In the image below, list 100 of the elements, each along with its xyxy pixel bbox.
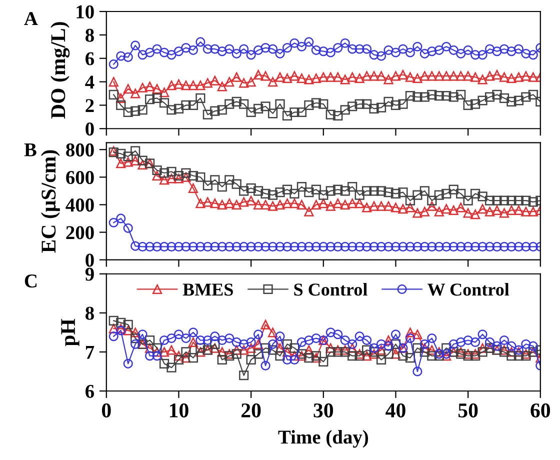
point	[290, 242, 300, 252]
point	[116, 93, 126, 103]
point	[210, 332, 220, 342]
point	[420, 186, 430, 196]
point	[260, 320, 270, 330]
point	[217, 46, 227, 56]
point	[463, 196, 473, 206]
point	[528, 242, 538, 252]
point	[499, 72, 510, 82]
point	[239, 44, 249, 54]
point	[340, 74, 350, 84]
point	[181, 172, 191, 182]
point	[108, 76, 118, 87]
point	[174, 174, 184, 184]
point	[145, 94, 155, 104]
point	[108, 218, 118, 228]
point	[254, 45, 264, 55]
point	[174, 46, 184, 56]
point	[420, 48, 430, 58]
point	[405, 334, 415, 344]
y-axis-title: DO (mg/L)	[50, 22, 70, 119]
point	[470, 188, 480, 198]
point	[290, 198, 300, 208]
point	[166, 242, 176, 252]
point	[499, 242, 510, 252]
point	[384, 74, 394, 84]
text: A	[24, 12, 38, 25]
point	[181, 347, 191, 357]
point	[196, 80, 206, 90]
point	[478, 74, 488, 84]
point	[384, 96, 394, 106]
point	[362, 335, 372, 346]
point	[384, 188, 394, 198]
point	[318, 242, 328, 252]
point	[268, 242, 278, 252]
point	[484, 242, 495, 252]
point	[138, 156, 148, 166]
point	[217, 182, 227, 192]
point	[354, 44, 364, 54]
point	[427, 345, 437, 355]
point	[442, 242, 452, 252]
point	[528, 50, 538, 60]
point	[202, 44, 212, 54]
point	[166, 166, 176, 176]
point	[108, 316, 118, 326]
point	[254, 186, 264, 196]
point	[181, 168, 191, 178]
point	[196, 198, 206, 208]
point	[528, 72, 538, 82]
point	[499, 196, 510, 206]
point	[326, 186, 336, 196]
point	[412, 208, 422, 218]
point	[116, 148, 126, 158]
point	[427, 201, 437, 211]
point	[174, 351, 184, 361]
point	[210, 175, 220, 185]
point	[304, 206, 314, 216]
point	[492, 90, 502, 100]
point	[152, 165, 162, 176]
point	[463, 208, 473, 218]
point	[268, 190, 278, 200]
point	[210, 198, 220, 208]
point	[384, 45, 394, 55]
point	[232, 48, 242, 58]
point	[138, 330, 148, 340]
point	[152, 242, 162, 252]
point	[492, 46, 502, 56]
point	[174, 170, 184, 181]
point	[311, 45, 321, 55]
point	[333, 242, 343, 252]
point	[159, 168, 170, 178]
point	[348, 72, 358, 82]
point	[333, 330, 343, 340]
point	[528, 341, 538, 351]
point	[514, 72, 524, 82]
point	[376, 186, 386, 196]
point	[369, 104, 379, 114]
point	[521, 339, 531, 349]
point	[384, 349, 394, 359]
point	[116, 318, 126, 328]
point	[405, 48, 415, 58]
point	[145, 335, 155, 346]
point	[456, 202, 466, 212]
point	[166, 345, 176, 355]
point	[318, 190, 328, 200]
point	[108, 332, 118, 342]
point	[188, 100, 198, 110]
point	[232, 179, 242, 189]
point	[427, 46, 437, 56]
point	[188, 242, 198, 252]
point	[152, 84, 162, 94]
point	[217, 200, 227, 210]
point	[398, 351, 408, 361]
point	[166, 50, 176, 60]
point	[311, 334, 321, 344]
point	[246, 354, 256, 365]
point	[268, 201, 278, 211]
point	[108, 90, 118, 100]
point	[514, 242, 524, 252]
point	[304, 74, 314, 84]
